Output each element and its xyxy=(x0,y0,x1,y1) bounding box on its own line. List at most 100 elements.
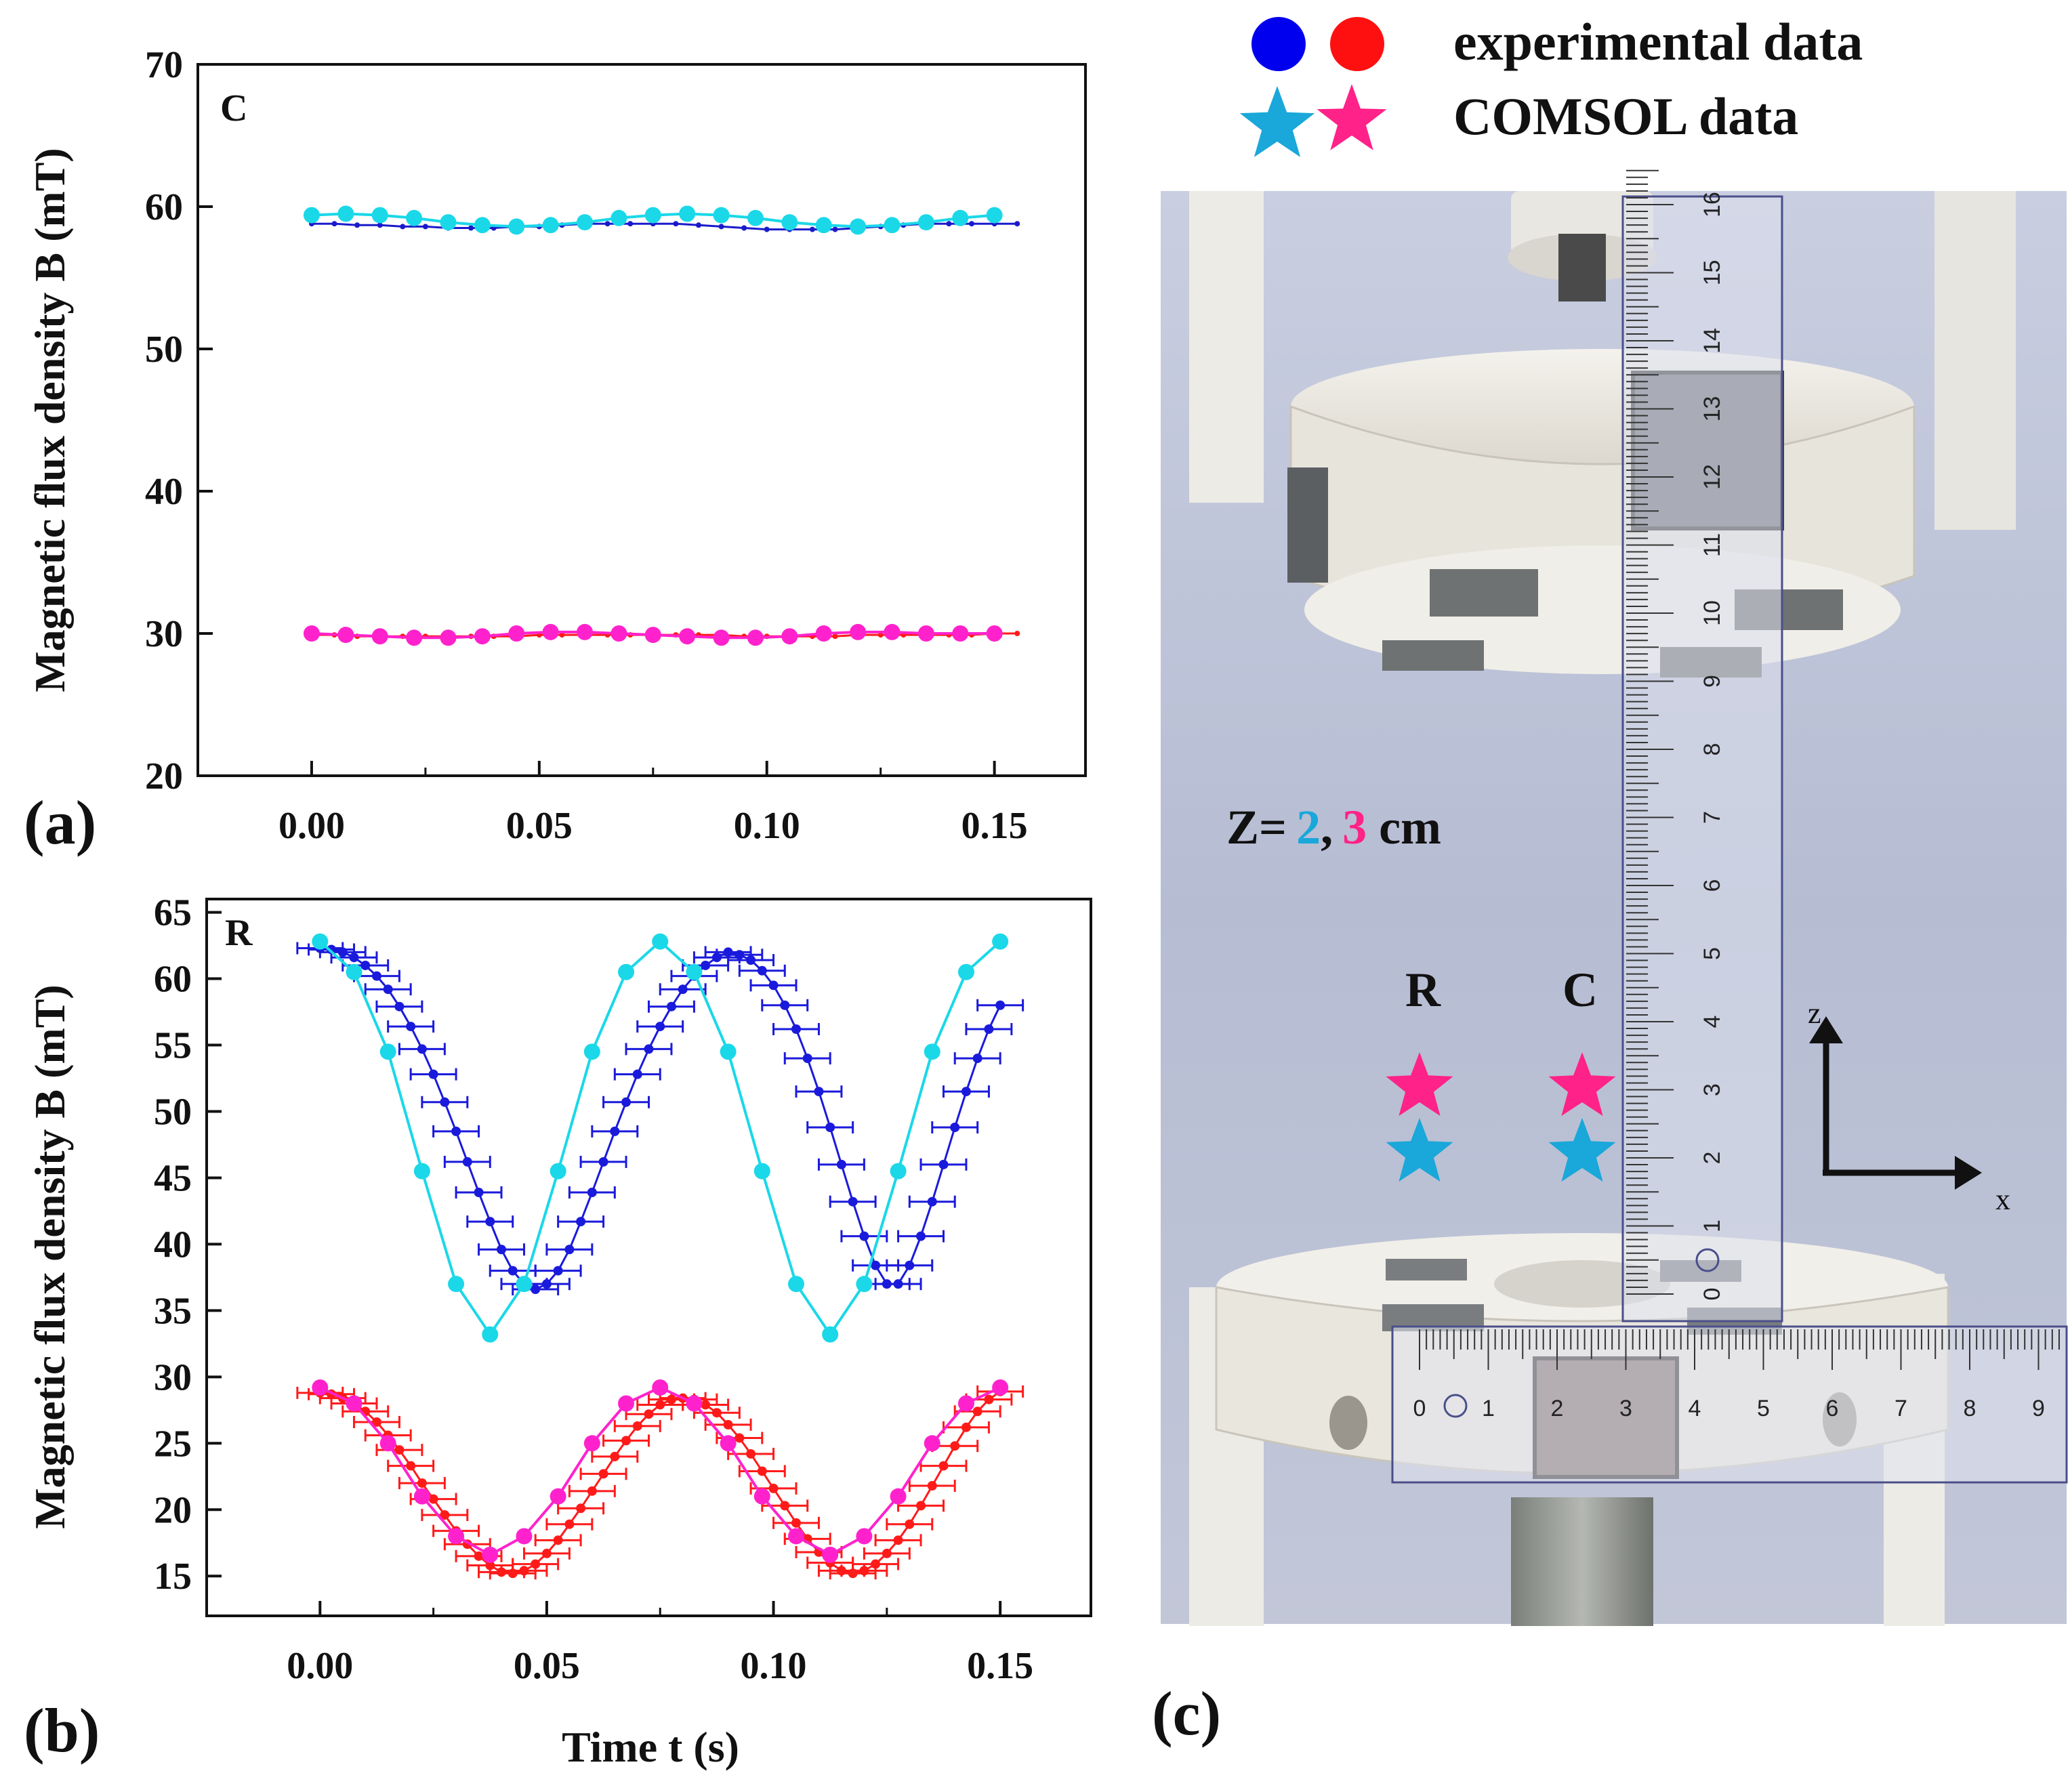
chart-b-data-point xyxy=(871,1260,881,1270)
chart-b-data-point xyxy=(652,1379,669,1396)
chart-a-data-point xyxy=(832,633,838,640)
chart-b-data-point xyxy=(957,963,974,980)
horizontal-ruler-ticks xyxy=(1419,1329,2060,1370)
chart-a-data-point xyxy=(604,221,610,227)
chart-b-ytick-label: 30 xyxy=(154,1356,192,1398)
chart-a-data-point xyxy=(850,218,867,235)
chart-b-data-point xyxy=(482,1546,499,1563)
chart-b-data-point xyxy=(859,1231,869,1241)
chart-b-data-point xyxy=(924,1435,940,1452)
chart-a-ytick-label: 30 xyxy=(145,613,183,655)
chart-b-data-point xyxy=(753,1488,770,1505)
chart-b-data-point xyxy=(482,1326,499,1343)
chart-b-xtick-label: 0.05 xyxy=(514,1645,580,1687)
vertical-ruler-number: 6 xyxy=(1699,879,1725,892)
chart-b-data-point xyxy=(916,1231,926,1241)
chart-b-data-point xyxy=(550,1488,566,1505)
chart-b-data-point xyxy=(485,1560,495,1570)
chart-b-data-point xyxy=(394,1001,405,1012)
z-value-2cm: 2 xyxy=(1296,800,1321,854)
horizontal-ruler-number: 0 xyxy=(1413,1396,1426,1421)
chart-b-data-point xyxy=(553,1535,563,1545)
chart-b-data-point xyxy=(720,1435,737,1452)
upper-support-left xyxy=(1189,191,1264,503)
chart-a-series-3 xyxy=(303,623,1003,646)
chart-b-data-point xyxy=(417,1478,427,1488)
position-C-label: C xyxy=(1562,963,1598,1017)
chart-b-data-point xyxy=(950,1441,960,1451)
legend-comsol-label: COMSOL data xyxy=(1453,87,1798,146)
chart-b-ytick-label: 55 xyxy=(154,1025,192,1067)
chart-b-data-point xyxy=(927,1480,937,1491)
z-label-prefix: Z= xyxy=(1226,800,1287,854)
horizontal-ruler-number: 4 xyxy=(1689,1396,1701,1421)
chart-a-data-point xyxy=(577,214,594,231)
chart-a-plot-frame xyxy=(196,63,1087,777)
chart-b-xtick-label: 0.15 xyxy=(967,1645,1033,1687)
chart-a-ytick-label: 40 xyxy=(145,471,183,513)
chart-b-data-point xyxy=(541,1279,552,1289)
legend-magenta-star xyxy=(1317,84,1387,150)
chart-a-data-point xyxy=(400,224,406,230)
chart-a-ytick-label: 60 xyxy=(145,186,183,228)
chart-b-data-point xyxy=(632,1421,642,1431)
chart-b-xtick-label: 0.10 xyxy=(741,1645,807,1687)
panel-c-label: (c) xyxy=(1152,1679,1221,1748)
chart-a-y-ticks: 20 30 40 50 60 70 xyxy=(145,44,213,797)
z-label-separator: , xyxy=(1321,800,1333,854)
chart-a-data-point xyxy=(337,205,354,222)
chart-b-data-point xyxy=(836,1159,846,1169)
chart-b-data-point xyxy=(859,1566,869,1576)
chart-a-data-point xyxy=(986,625,1003,642)
chart-b-data-point xyxy=(618,1395,635,1412)
coordinate-axes: z x xyxy=(1808,997,2010,1216)
chart-b-data-point xyxy=(995,1000,1006,1010)
chart-b-data-point xyxy=(553,1266,563,1276)
chart-a-data-point xyxy=(474,217,491,234)
chart-b-data-point xyxy=(598,1157,608,1167)
chart-a-data-point xyxy=(1014,221,1020,227)
chart-a-data-point xyxy=(440,629,457,646)
chart-b-data-point xyxy=(734,950,745,960)
chart-b-data-point xyxy=(652,933,669,950)
vertical-ruler-number: 3 xyxy=(1699,1083,1725,1096)
chart-b-data-point xyxy=(753,1163,770,1180)
chart-b-data-point xyxy=(655,1400,665,1410)
chart-b-data-point xyxy=(992,1379,1009,1396)
chart-b-data-point xyxy=(893,1535,903,1545)
chart-b-ytick-label: 20 xyxy=(154,1489,192,1531)
chart-a-data-point xyxy=(969,221,975,227)
chart-b-data-point xyxy=(632,1069,642,1079)
chart-a-data-point xyxy=(679,205,696,222)
vertical-ruler-number: 10 xyxy=(1699,600,1725,626)
chart-a-data-point xyxy=(781,214,798,231)
chart-b-data-point xyxy=(938,1159,949,1169)
chart-a-data-point xyxy=(577,623,594,640)
chart-b-data-point xyxy=(890,1163,907,1180)
chart-b-data-point xyxy=(950,1122,960,1132)
vertical-ruler-number: 14 xyxy=(1699,328,1725,354)
chart-b-data-point xyxy=(337,947,348,957)
screw-icon xyxy=(1558,234,1606,301)
chart-b-ytick-label: 40 xyxy=(154,1224,192,1266)
lower-disk-port-left xyxy=(1329,1396,1367,1450)
panel-b-label: (b) xyxy=(24,1696,100,1765)
chart-a-data-point xyxy=(747,629,764,646)
chart-a-data-point xyxy=(679,628,696,645)
chart-a-data-point xyxy=(406,209,423,226)
chart-b-data-point xyxy=(417,1044,427,1054)
chart-b-data-point xyxy=(349,953,359,963)
horizontal-ruler-number: 6 xyxy=(1826,1396,1839,1421)
chart-b-data-point xyxy=(791,1024,801,1035)
chart-b-data-point xyxy=(448,1528,465,1545)
chart-a-data-point xyxy=(986,207,1003,224)
chart-b-data-point xyxy=(992,933,1009,950)
chart-a-data-point xyxy=(440,214,457,231)
chart-b-series-2 xyxy=(296,1385,1024,1580)
chart-a-data-point xyxy=(952,625,969,642)
horizontal-ruler-number: 3 xyxy=(1619,1396,1632,1421)
chart-b-data-point xyxy=(856,1528,873,1545)
chart-a-data-point xyxy=(508,218,525,235)
